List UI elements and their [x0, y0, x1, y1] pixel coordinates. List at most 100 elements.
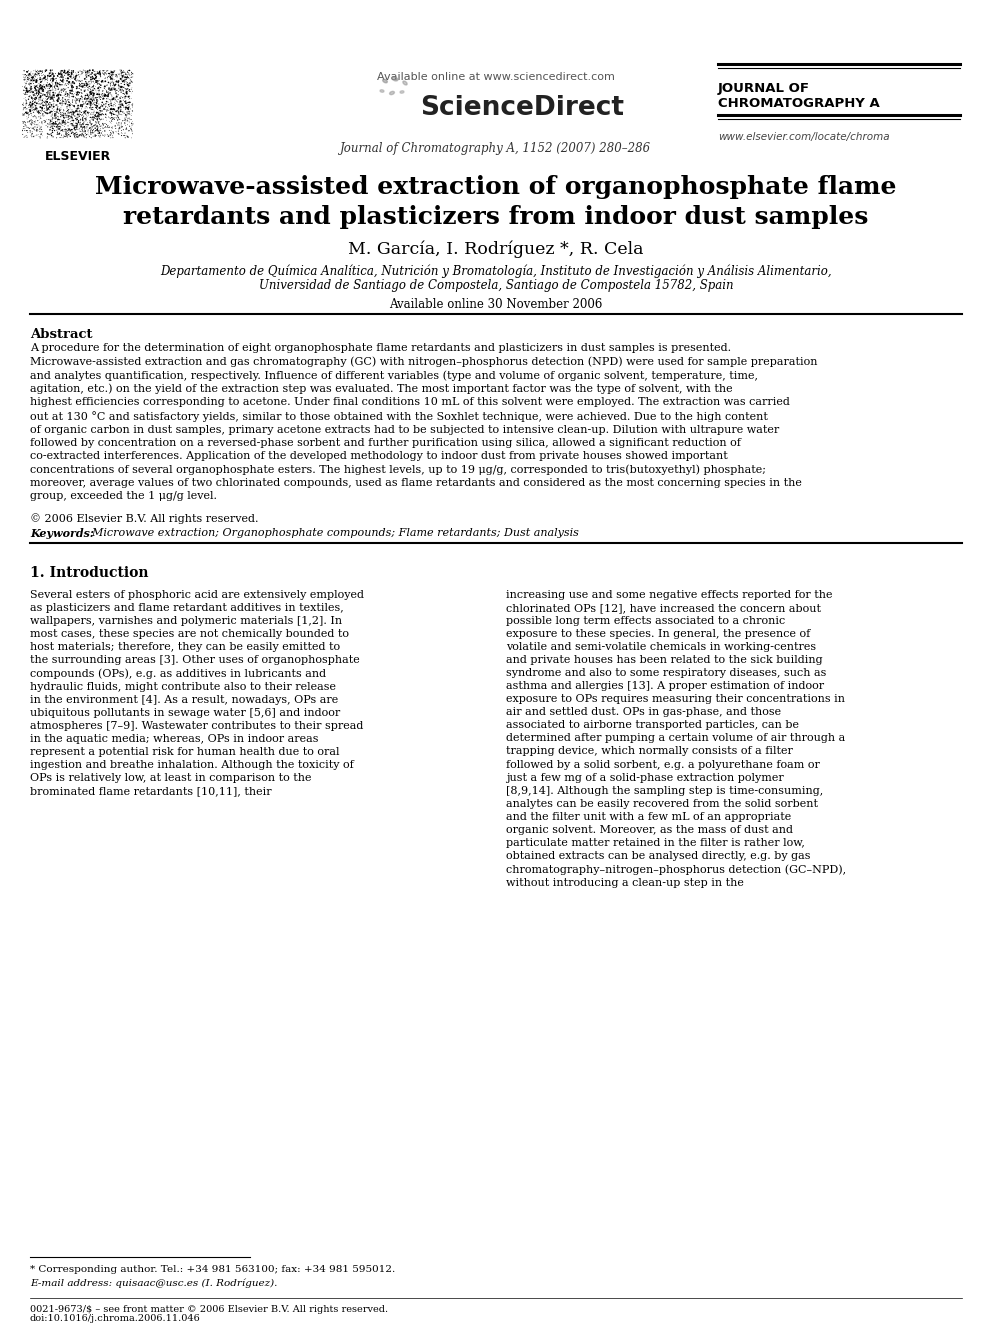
- Point: [111, 64, 127, 85]
- Point: [17, 70, 33, 91]
- Point: [35, 85, 51, 106]
- Point: [108, 90, 124, 111]
- Point: [98, 85, 114, 106]
- Point: [110, 101, 126, 122]
- Point: [69, 105, 85, 126]
- Point: [64, 107, 80, 128]
- Point: [22, 118, 38, 139]
- Point: [66, 123, 82, 144]
- Point: [78, 114, 94, 135]
- Point: [83, 64, 99, 85]
- Point: [53, 69, 68, 90]
- Point: [20, 103, 36, 124]
- Point: [89, 110, 105, 131]
- Point: [94, 95, 110, 116]
- Point: [119, 114, 135, 135]
- Point: [117, 69, 133, 90]
- Point: [113, 79, 129, 101]
- Point: [60, 120, 75, 142]
- Point: [119, 105, 135, 126]
- Point: [110, 120, 126, 142]
- Point: [27, 87, 43, 108]
- Point: [67, 123, 83, 144]
- Point: [23, 61, 39, 82]
- Point: [48, 82, 63, 103]
- Point: [21, 111, 37, 132]
- Point: [125, 64, 141, 85]
- Point: [56, 119, 71, 140]
- Point: [84, 87, 100, 108]
- Point: [88, 98, 104, 119]
- Point: [52, 99, 67, 120]
- Point: [70, 85, 86, 106]
- Point: [37, 85, 53, 106]
- Point: [39, 69, 55, 90]
- Point: [85, 102, 101, 123]
- Point: [121, 120, 137, 142]
- Point: [91, 82, 107, 103]
- Point: [74, 77, 90, 98]
- Point: [30, 85, 46, 106]
- Point: [18, 93, 34, 114]
- Point: [31, 115, 47, 136]
- Point: [79, 114, 95, 135]
- Point: [52, 123, 67, 144]
- Point: [49, 85, 64, 106]
- Point: [110, 107, 126, 128]
- Point: [108, 66, 124, 87]
- Point: [116, 103, 132, 124]
- Point: [120, 108, 136, 130]
- Point: [62, 82, 77, 103]
- Point: [62, 94, 77, 115]
- Point: [71, 114, 87, 135]
- Point: [33, 97, 49, 118]
- Point: [68, 124, 84, 146]
- Point: [69, 98, 85, 119]
- Point: [90, 118, 106, 139]
- Point: [22, 101, 38, 122]
- Point: [120, 74, 136, 95]
- Point: [75, 103, 91, 124]
- Point: [103, 107, 119, 128]
- Point: [41, 87, 57, 108]
- Point: [81, 60, 97, 81]
- Point: [40, 75, 56, 97]
- Point: [37, 95, 53, 116]
- Point: [74, 73, 90, 94]
- Point: [56, 70, 71, 91]
- Point: [23, 69, 39, 90]
- Point: [95, 61, 111, 82]
- Point: [63, 65, 79, 86]
- Point: [39, 82, 55, 103]
- Point: [96, 98, 112, 119]
- Point: [73, 79, 89, 101]
- Point: [114, 69, 130, 90]
- Point: [65, 122, 81, 143]
- Point: [78, 62, 94, 83]
- Point: [108, 78, 124, 99]
- Point: [124, 64, 140, 85]
- Point: [91, 85, 107, 106]
- Point: [109, 79, 125, 101]
- Point: [18, 64, 34, 85]
- Point: [30, 98, 46, 119]
- Point: [54, 66, 69, 87]
- Point: [83, 115, 99, 136]
- Point: [59, 107, 74, 128]
- Point: [18, 83, 34, 105]
- Point: [23, 116, 39, 138]
- Point: [32, 108, 48, 130]
- Point: [118, 90, 134, 111]
- Point: [83, 62, 99, 83]
- Point: [86, 107, 102, 128]
- Text: Journal of Chromatography A, 1152 (2007) 280–286: Journal of Chromatography A, 1152 (2007)…: [340, 142, 652, 155]
- Point: [33, 123, 49, 144]
- Point: [113, 77, 129, 98]
- Point: [43, 75, 59, 97]
- Point: [71, 75, 87, 97]
- Point: [45, 106, 61, 127]
- Point: [39, 90, 55, 111]
- Point: [28, 77, 44, 98]
- Point: [72, 95, 88, 116]
- Point: [18, 81, 34, 102]
